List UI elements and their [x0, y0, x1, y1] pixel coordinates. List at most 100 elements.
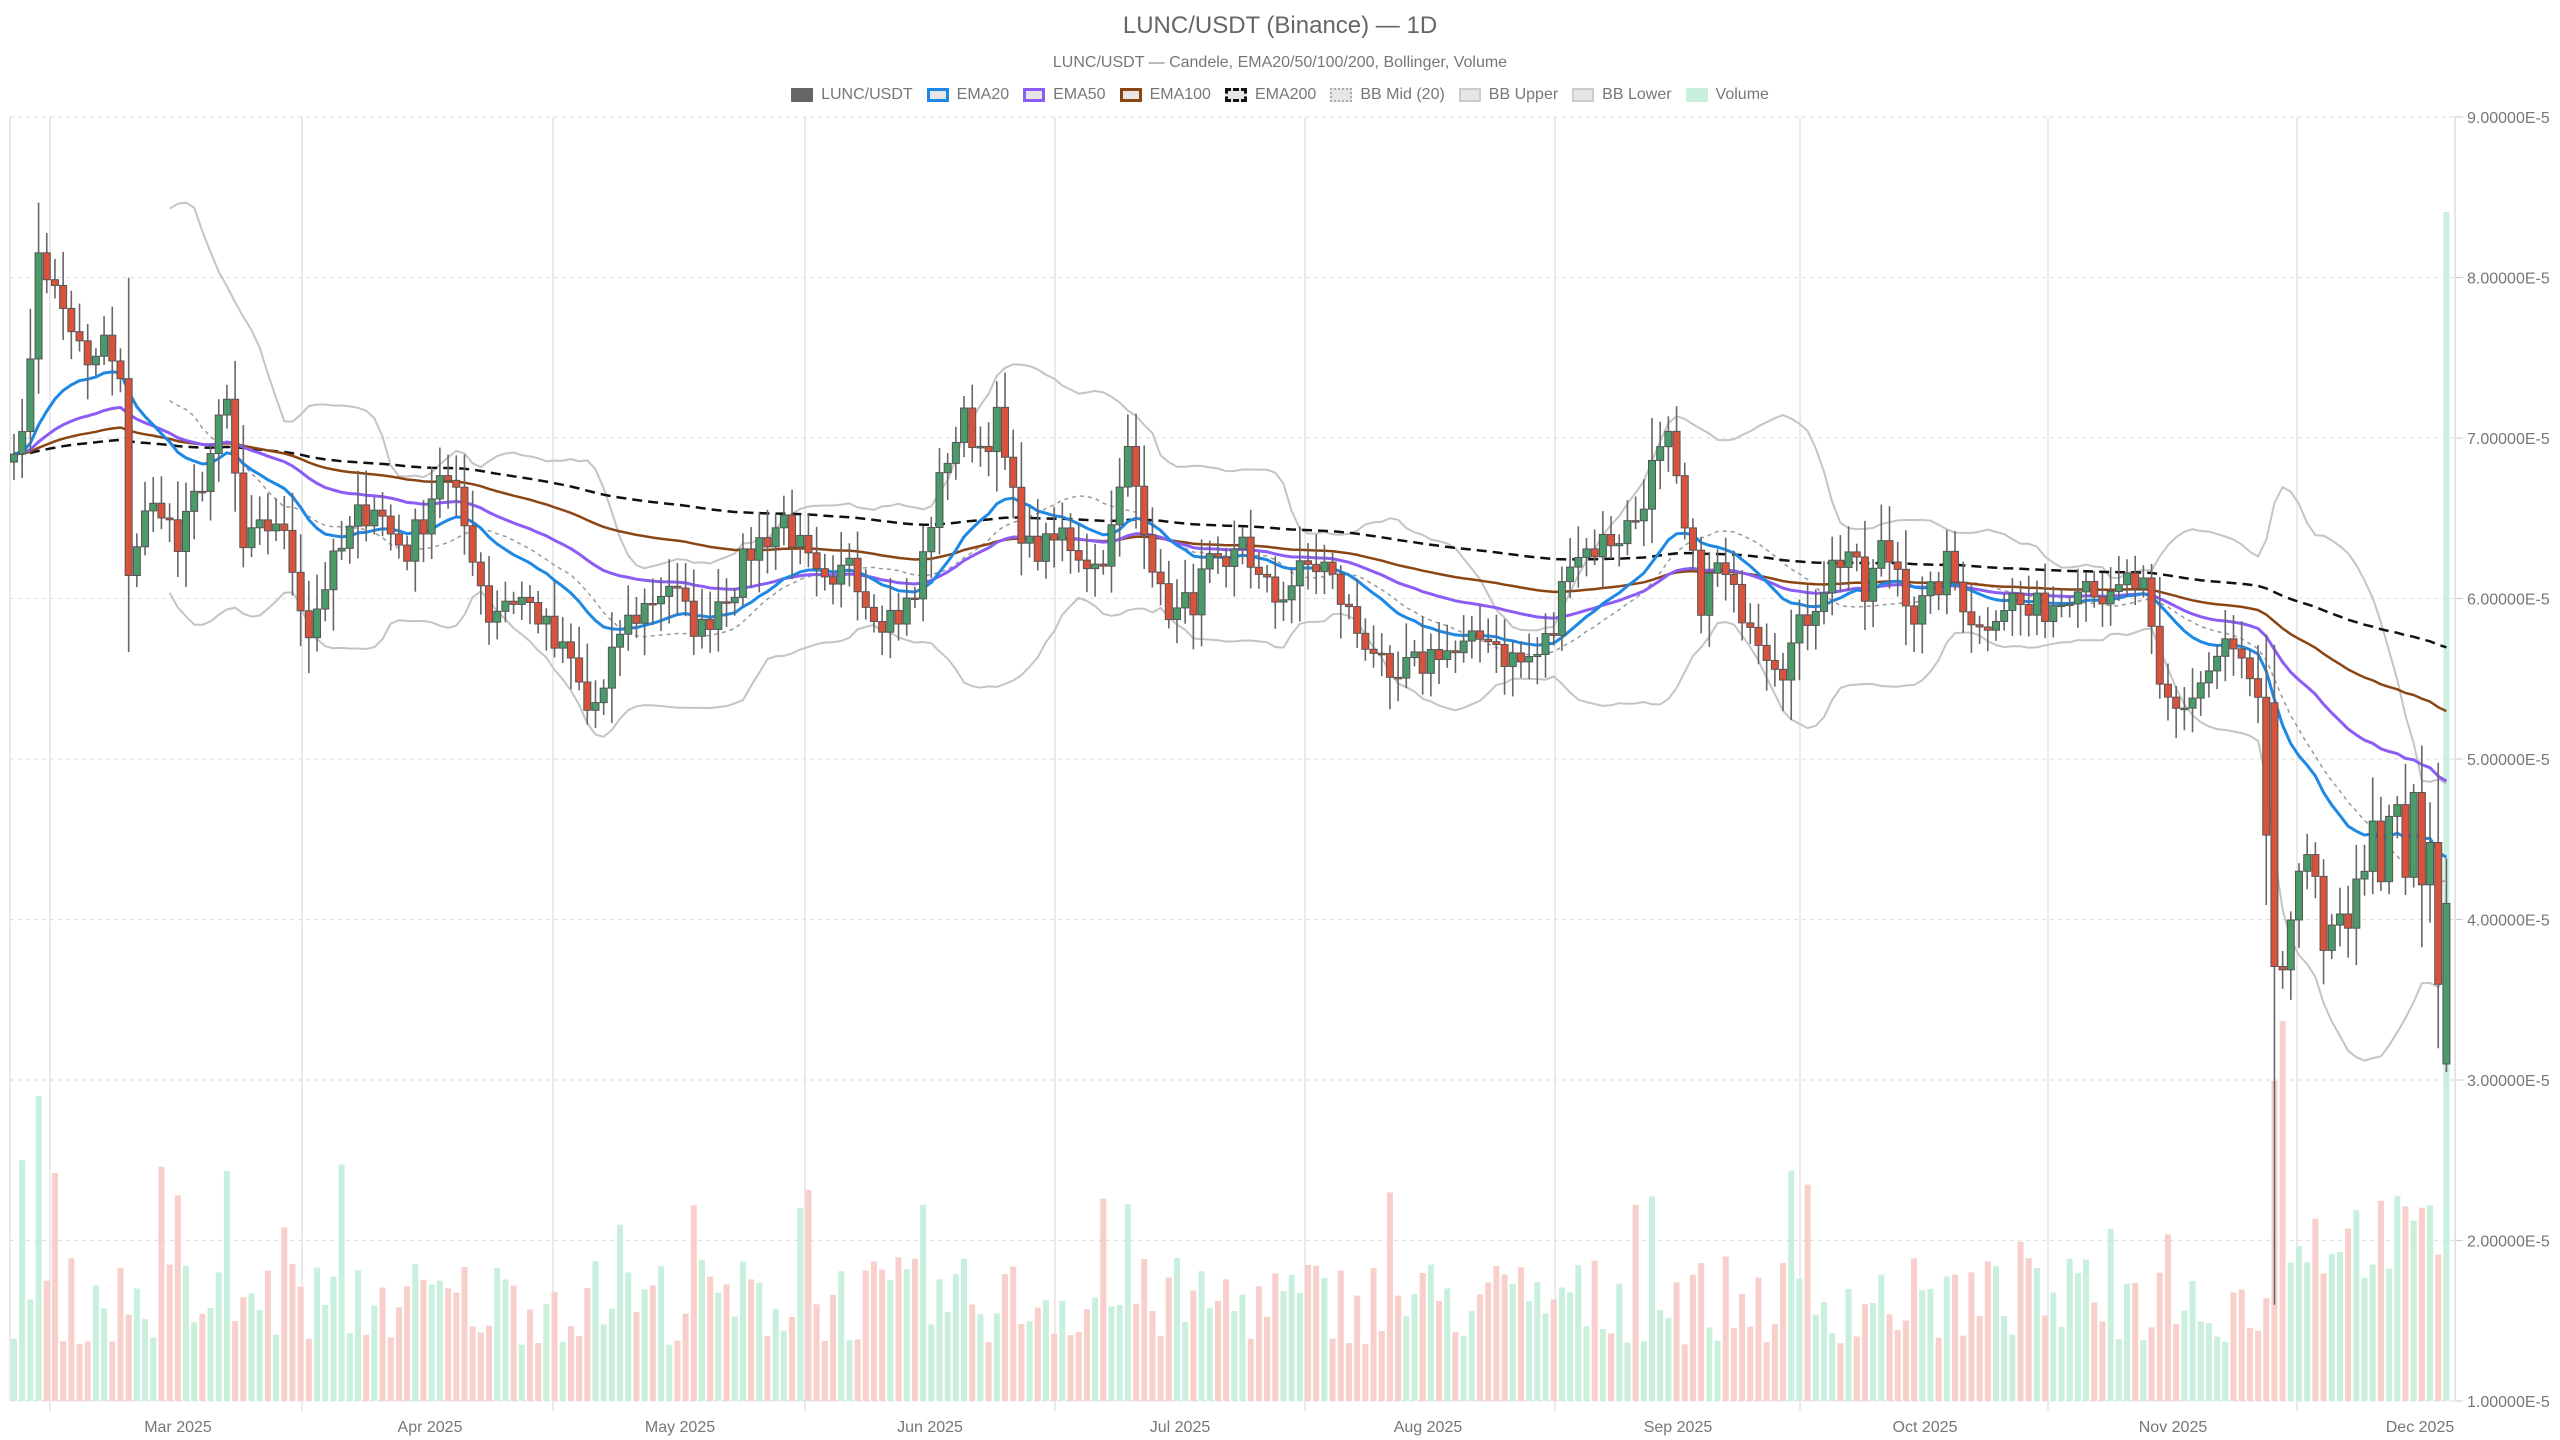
- volume-bar: [789, 1316, 796, 1401]
- legend-item-ema200[interactable]: EMA200: [1224, 86, 1316, 104]
- candle-up: [1508, 652, 1517, 667]
- candle-down: [2417, 791, 2426, 886]
- volume-bar: [1706, 1327, 1713, 1401]
- volume-bar: [215, 1272, 222, 1401]
- candle-up: [616, 633, 625, 648]
- candle-down: [2434, 842, 2443, 985]
- legend-item-ema100[interactable]: EMA100: [1119, 86, 1211, 104]
- legend-item-ema50[interactable]: EMA50: [1023, 86, 1106, 104]
- legend-item-bb-upper[interactable]: BB Upper: [1458, 86, 1558, 104]
- volume-bar: [412, 1264, 419, 1401]
- volume-bar: [1861, 1304, 1868, 1401]
- volume-bar: [1280, 1291, 1287, 1401]
- candle-up: [607, 646, 616, 689]
- candle-down: [2245, 657, 2254, 680]
- candle-down: [1680, 475, 1689, 529]
- candle-up: [2032, 592, 2041, 616]
- candle-up: [2180, 707, 2189, 711]
- candle-down: [1033, 535, 1042, 562]
- volume-bar: [1182, 1321, 1189, 1401]
- candle-up: [2360, 870, 2369, 880]
- y-tick-label: 9.00000E-5: [2467, 110, 2550, 127]
- volume-bar: [2001, 1316, 2008, 1401]
- volume-bar: [2156, 1272, 2163, 1401]
- candle-up: [2082, 580, 2091, 593]
- volume-bar: [2410, 1220, 2417, 1401]
- candle-up: [2114, 584, 2123, 593]
- volume-bar: [461, 1266, 468, 1401]
- volume-bar: [1419, 1272, 1426, 1401]
- y-tick-label: 6.00000E-5: [2467, 592, 2550, 609]
- candle-down: [1066, 527, 1075, 552]
- volume-bar: [133, 1288, 140, 1401]
- candle-down: [116, 360, 125, 380]
- volume-bar: [625, 1272, 632, 1401]
- legend-item-volume[interactable]: Volume: [1685, 86, 1769, 104]
- candle-up: [542, 615, 551, 625]
- candle-down: [304, 610, 313, 639]
- volume-bar: [1100, 1198, 1107, 1401]
- candle-up: [1287, 585, 1296, 601]
- volume-bar: [1034, 1307, 1041, 1401]
- legend-item-bb-mid-20-[interactable]: BB Mid (20): [1330, 86, 1445, 104]
- candle-down: [804, 534, 813, 554]
- candle-down: [861, 591, 870, 608]
- volume-bar: [199, 1313, 206, 1401]
- candle-down: [1607, 533, 1616, 547]
- candle-down: [2024, 604, 2033, 616]
- candle-up: [1443, 650, 1452, 661]
- volume-bar: [1649, 1196, 1655, 1401]
- volume-bar: [1632, 1204, 1639, 1401]
- volume-bar: [707, 1276, 714, 1401]
- candle-down: [673, 585, 682, 589]
- candle-down: [632, 614, 641, 624]
- candle-down: [1377, 652, 1386, 656]
- volume-bar: [68, 1258, 75, 1401]
- volume-bar: [1411, 1293, 1418, 1401]
- candle-down: [878, 620, 887, 633]
- volume-bar: [1837, 1343, 1844, 1401]
- candle-down: [534, 601, 543, 625]
- volume-bar: [2279, 1021, 2286, 1401]
- volume-bar: [854, 1339, 861, 1401]
- volume-bar: [1689, 1274, 1696, 1401]
- candle-up: [1918, 595, 1927, 625]
- candle-up: [779, 514, 788, 529]
- candle-up: [2442, 902, 2451, 1065]
- legend-label: EMA20: [956, 86, 1010, 103]
- volume-bar: [2238, 1289, 2245, 1401]
- volume-bar: [2304, 1262, 2311, 1401]
- volume-bar: [1722, 1256, 1729, 1401]
- volume-bar: [805, 1189, 812, 1401]
- legend-item-lunc-usdt[interactable]: LUNC/USDT: [791, 86, 913, 104]
- volume-bar: [944, 1311, 951, 1401]
- volume-bar: [2377, 1200, 2384, 1401]
- candle-down: [869, 606, 878, 622]
- volume-bar: [2099, 1321, 2106, 1401]
- volume-bar: [2328, 1253, 2335, 1401]
- volume-bar: [142, 1319, 149, 1401]
- volume-bar: [1657, 1309, 1664, 1401]
- candle-down: [2270, 702, 2279, 967]
- candle-up: [2286, 919, 2295, 971]
- candle-down: [124, 378, 133, 577]
- candle-down: [1222, 556, 1231, 567]
- candle-up: [1713, 562, 1722, 574]
- volume-bar: [2386, 1268, 2393, 1401]
- candle-up: [517, 596, 526, 605]
- volume-bar: [1698, 1263, 1705, 1401]
- volume-bar: [1812, 1314, 1819, 1401]
- volume-bar: [1739, 1293, 1746, 1401]
- legend-item-ema20[interactable]: EMA20: [926, 86, 1010, 104]
- volume-bar: [2394, 1195, 2401, 1401]
- legend-item-bb-lower[interactable]: BB Lower: [1572, 86, 1672, 104]
- volume-bar: [2230, 1292, 2237, 1401]
- candle-up: [927, 526, 936, 553]
- candle-up: [272, 523, 281, 532]
- volume-bar: [158, 1166, 165, 1401]
- candle-up: [91, 355, 100, 366]
- x-tick-label: Apr 2025: [398, 1419, 463, 1436]
- candle-down: [485, 585, 494, 623]
- volume-bar: [1542, 1313, 1549, 1401]
- candle-down: [1779, 668, 1788, 681]
